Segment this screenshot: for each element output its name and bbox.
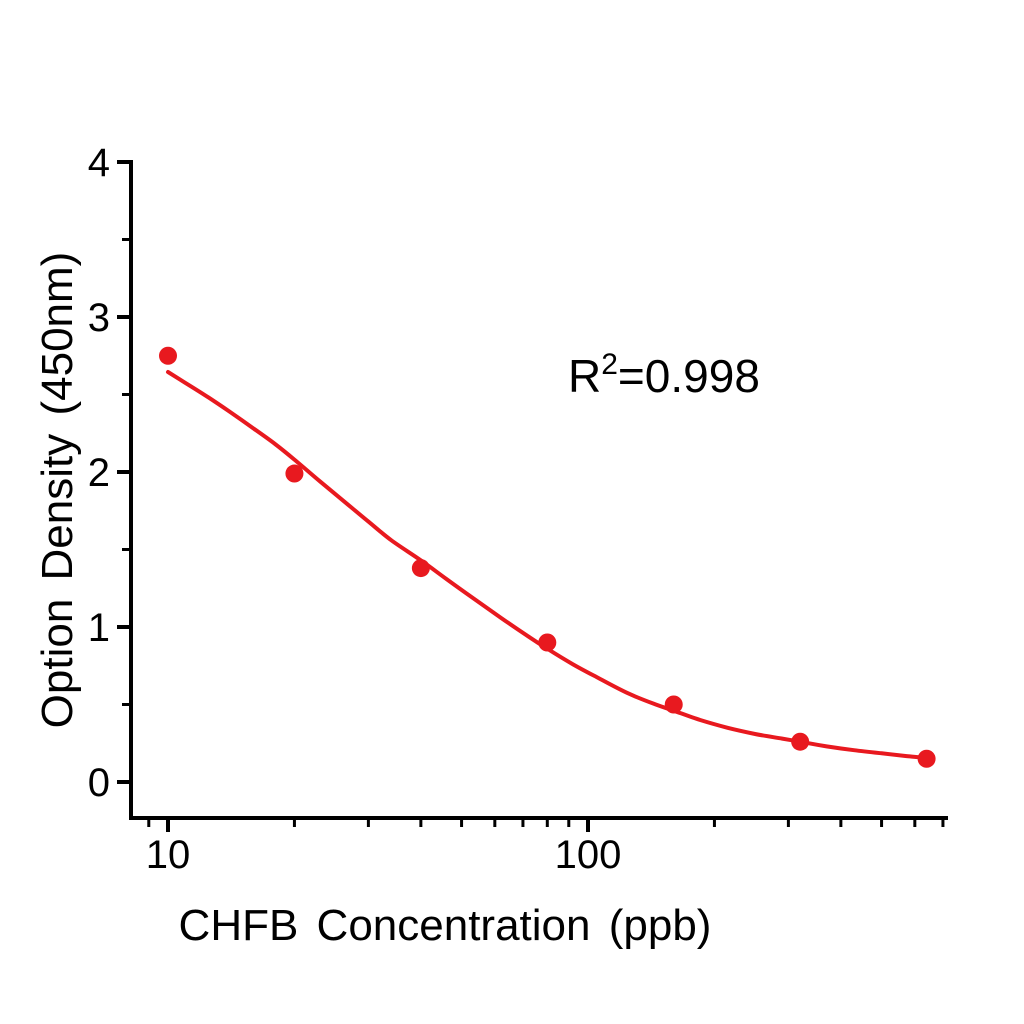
tick-labels-layer: 10 100 0 1 2 3 4 [88, 141, 622, 877]
r-squared-annotation: R2=0.998 [568, 348, 760, 402]
axes-layer [129, 160, 948, 820]
y-tick-label: 0 [88, 761, 110, 805]
x-tick-label: 10 [146, 833, 191, 877]
ticks-layer [117, 160, 945, 832]
data-point-marker [285, 464, 304, 483]
y-tick-label: 1 [88, 606, 110, 650]
data-point-marker [917, 749, 936, 768]
r-squared-suffix: =0.998 [618, 350, 760, 402]
r-squared-base: R [568, 350, 601, 402]
r-squared-superscript: 2 [601, 348, 618, 381]
series-layer [159, 346, 936, 768]
data-point-marker [159, 346, 177, 365]
y-tick-label: 4 [88, 141, 110, 185]
x-axis-label: CHFB Concentration (ppb) [179, 901, 712, 950]
fit-curve-line [166, 370, 929, 760]
data-point-marker [411, 559, 430, 578]
data-point-marker [664, 695, 683, 714]
x-tick-label: 100 [555, 833, 622, 877]
data-point-marker [791, 732, 810, 751]
y-tick-label: 3 [88, 296, 110, 340]
y-axis-label: Option Density (450nm) [33, 252, 82, 729]
data-point-marker [538, 633, 557, 652]
y-tick-label: 2 [88, 451, 110, 495]
